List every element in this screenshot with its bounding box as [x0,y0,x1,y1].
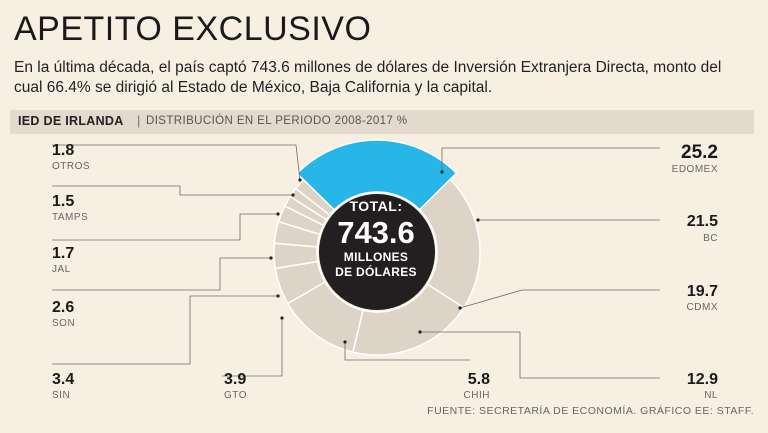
value-label-nl: 12.9 [687,371,718,388]
category-label-nl: NL [704,390,718,401]
leader-line-otros [52,144,301,181]
value-label-chih: 5.8 [468,371,490,388]
leader-dot-gto [280,316,284,320]
leader-dot-chih [343,340,347,344]
category-label-cdmx: CDMX [687,302,718,313]
leader-dot-son [269,256,273,260]
value-label-son: 2.6 [52,299,74,316]
total-unit-line1: MILLONES [343,250,409,264]
leader-dot-nl [418,330,422,334]
value-label-cdmx: 19.7 [687,283,718,300]
leader-dot-otros [298,178,302,182]
total-value: 743.6 [337,215,415,250]
category-label-chih: CHIH [464,390,490,401]
category-label-otros: OTROS [52,161,90,172]
source-note: FUENTE: SECRETARÍA DE ECONOMÍA. GRÁFICO … [427,405,754,417]
leader-dot-jal [276,212,280,216]
category-label-tamps: TAMPS [52,212,88,223]
value-label-edomex: 25.2 [681,142,718,163]
page-title: APETITO EXCLUSIVO [14,10,372,48]
slice-otros [294,178,336,217]
band-title: IED DE IRLANDA [18,114,124,128]
leader-line-cdmx [459,289,660,309]
center-total: TOTAL: 743.6 MILLONES DE DÓLARES [320,198,432,280]
band-separator: | [137,113,141,128]
chart-header-band: IED DE IRLANDA | DISTRIBUCIÓN EN EL PERI… [10,110,754,134]
leader-line-tamps [52,185,293,196]
category-label-edomex: EDOMEX [672,164,718,175]
category-label-jal: JAL [52,264,71,275]
category-label-son: SON [52,318,75,329]
donut-center [319,194,435,310]
leader-line-sin [52,295,278,365]
total-unit-line2: DE DÓLARES [335,265,417,279]
leader-line-chih [344,342,470,361]
leader-line-nl [420,331,660,379]
value-label-tamps: 1.5 [52,193,74,210]
band-subtitle: DISTRIBUCIÓN EN EL PERIODO 2008-2017 % [146,115,408,127]
leader-line-jal [52,213,278,241]
leader-line-son [52,257,271,291]
leader-dot-edomex [440,170,444,174]
leader-line-gto [222,318,283,377]
category-label-sin: SIN [52,390,70,401]
value-label-sin: 3.4 [52,371,74,388]
leader-dot-cdmx [458,306,462,310]
leader-line-edomex [441,147,660,172]
leader-dot-sin [276,294,280,298]
slice-edomex [296,139,458,212]
value-label-jal: 1.7 [52,245,74,262]
category-label-gto: GTO [224,390,247,401]
leader-dot-tamps [291,193,295,197]
value-label-otros: 1.8 [52,142,74,159]
value-label-bc: 21.5 [687,213,718,230]
leader-dot-bc [476,218,480,222]
value-label-gto: 3.9 [224,371,246,388]
subtitle: En la última década, el país captó 743.6… [14,59,722,96]
category-label-bc: BC [703,233,718,244]
total-label: TOTAL: [349,198,403,214]
